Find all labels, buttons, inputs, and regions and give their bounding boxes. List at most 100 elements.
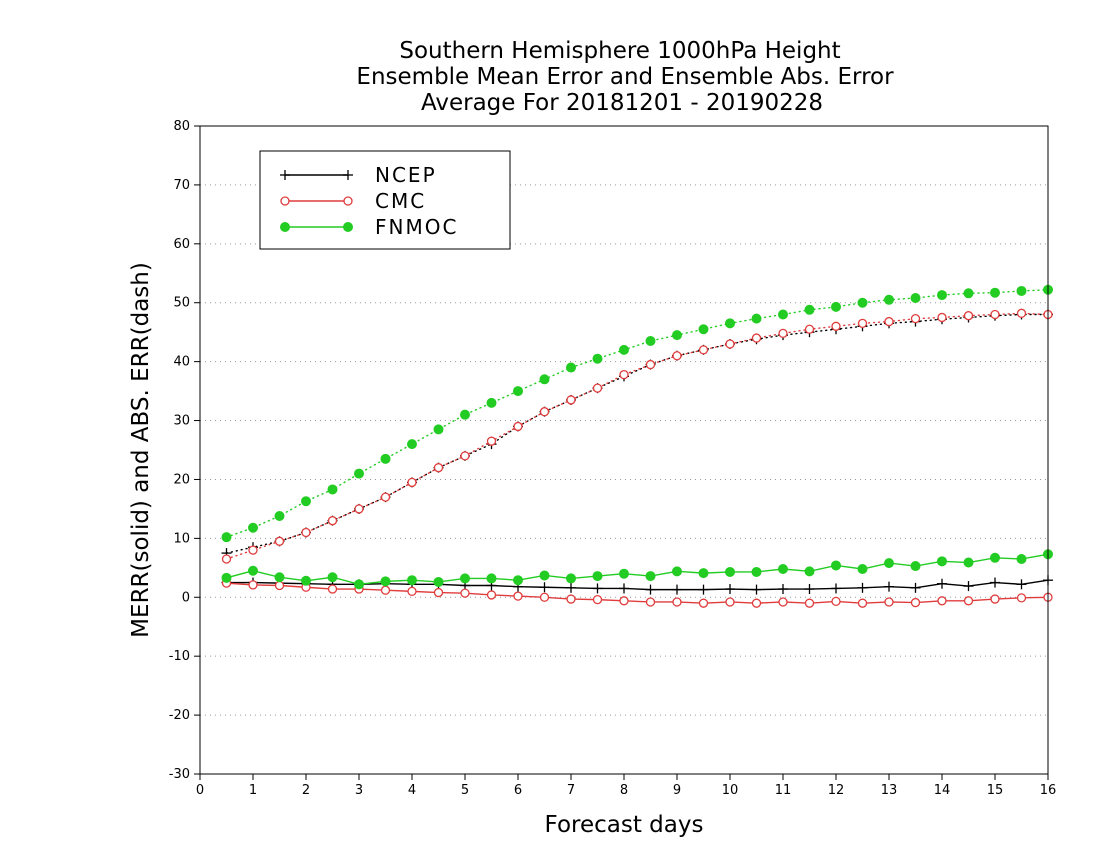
series-cmc-abs-err-point <box>963 311 974 321</box>
series-cmc-merr-point <box>460 588 470 598</box>
series-cmc-merr-point <box>592 594 603 605</box>
y-tick-label: -20 <box>169 708 190 723</box>
y-tick-label: 40 <box>173 355 190 370</box>
x-tick-label: 12 <box>828 783 845 798</box>
series-cmc-abs-err-point <box>513 421 523 432</box>
series-fnmoc-merr-point <box>486 573 497 584</box>
series-cmc-merr-point <box>433 587 444 598</box>
series-cmc-abs-err-point <box>301 527 311 538</box>
series-ncep-merr-point <box>1016 579 1027 590</box>
legend-label: FNMOC <box>375 215 458 239</box>
legend-entry-ncep: NCEP <box>280 163 435 187</box>
series-fnmoc-merr-point <box>937 556 947 567</box>
x-tick-label: 0 <box>196 783 204 798</box>
legend-marker <box>280 170 290 180</box>
legend-entry-cmc: CMC <box>280 189 426 213</box>
series-fnmoc-abs-err-point <box>804 304 815 315</box>
y-tick-label: 50 <box>173 296 190 311</box>
series-fnmoc-abs-err-point <box>460 409 470 420</box>
series-cmc-merr-point <box>1016 593 1027 603</box>
series-fnmoc-merr-point <box>725 566 735 577</box>
series-fnmoc-merr-point <box>513 575 523 586</box>
x-axis-title: Forecast days <box>545 812 704 838</box>
series-cmc-abs-err-point <box>778 328 788 339</box>
series-fnmoc-merr-point <box>645 571 656 582</box>
chart-title-line-3: Average For 20181201 - 20190228 <box>421 90 823 116</box>
series-cmc-abs-err-point <box>857 318 868 328</box>
series-fnmoc-abs-err-point <box>327 484 338 495</box>
series-fnmoc-merr-point <box>592 571 603 582</box>
series-ncep-merr-point <box>990 577 1000 588</box>
series-ncep-merr-point <box>751 584 762 595</box>
legend-marker <box>280 222 290 232</box>
series-fnmoc-abs-err-point <box>778 309 788 320</box>
series-cmc-merr-point <box>910 597 921 608</box>
series-cmc <box>221 308 1053 608</box>
series-fnmoc-merr-line <box>226 553 1049 586</box>
x-tick-label: 3 <box>355 783 363 798</box>
gridlines <box>200 184 1048 716</box>
series-fnmoc-abs-err-point <box>513 386 523 397</box>
series-cmc-merr-point <box>566 594 576 604</box>
series-ncep-merr-point <box>857 582 868 593</box>
series-cmc-merr-point <box>990 594 1000 604</box>
series-cmc-abs-err-point <box>645 359 656 370</box>
series-cmc-merr-point <box>486 590 497 600</box>
plot-frame <box>199 125 1049 775</box>
series-fnmoc-merr-point <box>221 572 232 583</box>
series-fnmoc-abs-err-point <box>354 468 364 479</box>
series-fnmoc <box>221 284 1053 590</box>
series-ncep-merr-point <box>698 584 709 595</box>
series-cmc-merr-point <box>804 598 815 608</box>
series-fnmoc-abs-err-point <box>539 374 550 385</box>
series-ncep-merr-point <box>619 583 629 594</box>
series-fnmoc-merr-point <box>857 563 868 574</box>
series-fnmoc-merr-point <box>963 557 974 568</box>
series-cmc-merr-point <box>937 596 947 606</box>
series-ncep-merr-point <box>645 584 656 595</box>
series-cmc-abs-err-point <box>460 451 470 461</box>
series-cmc-abs-err-point <box>804 324 815 334</box>
series-cmc-merr-point <box>407 586 417 597</box>
legend-marker <box>280 196 290 206</box>
x-tick-label: 4 <box>408 783 416 798</box>
series-fnmoc-merr-point <box>910 561 921 572</box>
y-tick-label: 80 <box>173 119 190 134</box>
series-cmc-abs-err-point <box>831 321 841 331</box>
series-cmc-abs-err-point <box>407 477 417 488</box>
series-fnmoc-abs-err-point <box>884 294 894 305</box>
series-fnmoc-merr-point <box>884 558 894 569</box>
x-tick-label: 13 <box>881 783 898 798</box>
series-cmc-abs-err-point <box>698 345 709 355</box>
x-tick-label: 7 <box>567 783 575 798</box>
series-cmc-abs-err-point <box>1016 308 1027 318</box>
series-fnmoc-abs-err-point <box>831 301 841 312</box>
y-axis-title: MERR(solid) and ABS. ERR(dash) <box>128 262 154 638</box>
series-fnmoc-merr-point <box>433 576 444 587</box>
x-tick-label: 2 <box>302 783 310 798</box>
x-tick-label: 16 <box>1040 783 1057 798</box>
series-fnmoc-abs-err-line <box>225 289 1049 538</box>
series-fnmoc-abs-err-point <box>937 290 947 301</box>
series-cmc-abs-err-point <box>884 316 894 327</box>
series-fnmoc-merr-point <box>460 573 470 584</box>
series-cmc-abs-err-point <box>990 309 1000 320</box>
legend-label: CMC <box>375 189 426 213</box>
y-tick-label: 0 <box>182 590 190 605</box>
series-ncep <box>221 309 1053 595</box>
series-fnmoc-merr-point <box>804 566 815 577</box>
series-cmc-abs-err-point <box>380 492 391 502</box>
series-ncep-merr-point <box>937 578 947 589</box>
series-fnmoc-merr-point <box>698 568 709 579</box>
y-tick-label: 10 <box>173 531 190 546</box>
series-fnmoc-abs-err-point <box>751 313 762 324</box>
series-layer <box>221 284 1053 608</box>
series-fnmoc-abs-err-point <box>486 397 497 408</box>
y-tick-label: -30 <box>169 767 190 782</box>
series-fnmoc-abs-err-point <box>725 318 735 329</box>
series-fnmoc-merr-point <box>831 560 841 571</box>
series-cmc-abs-err-point <box>910 313 921 324</box>
series-fnmoc-abs-err-point <box>380 453 391 464</box>
